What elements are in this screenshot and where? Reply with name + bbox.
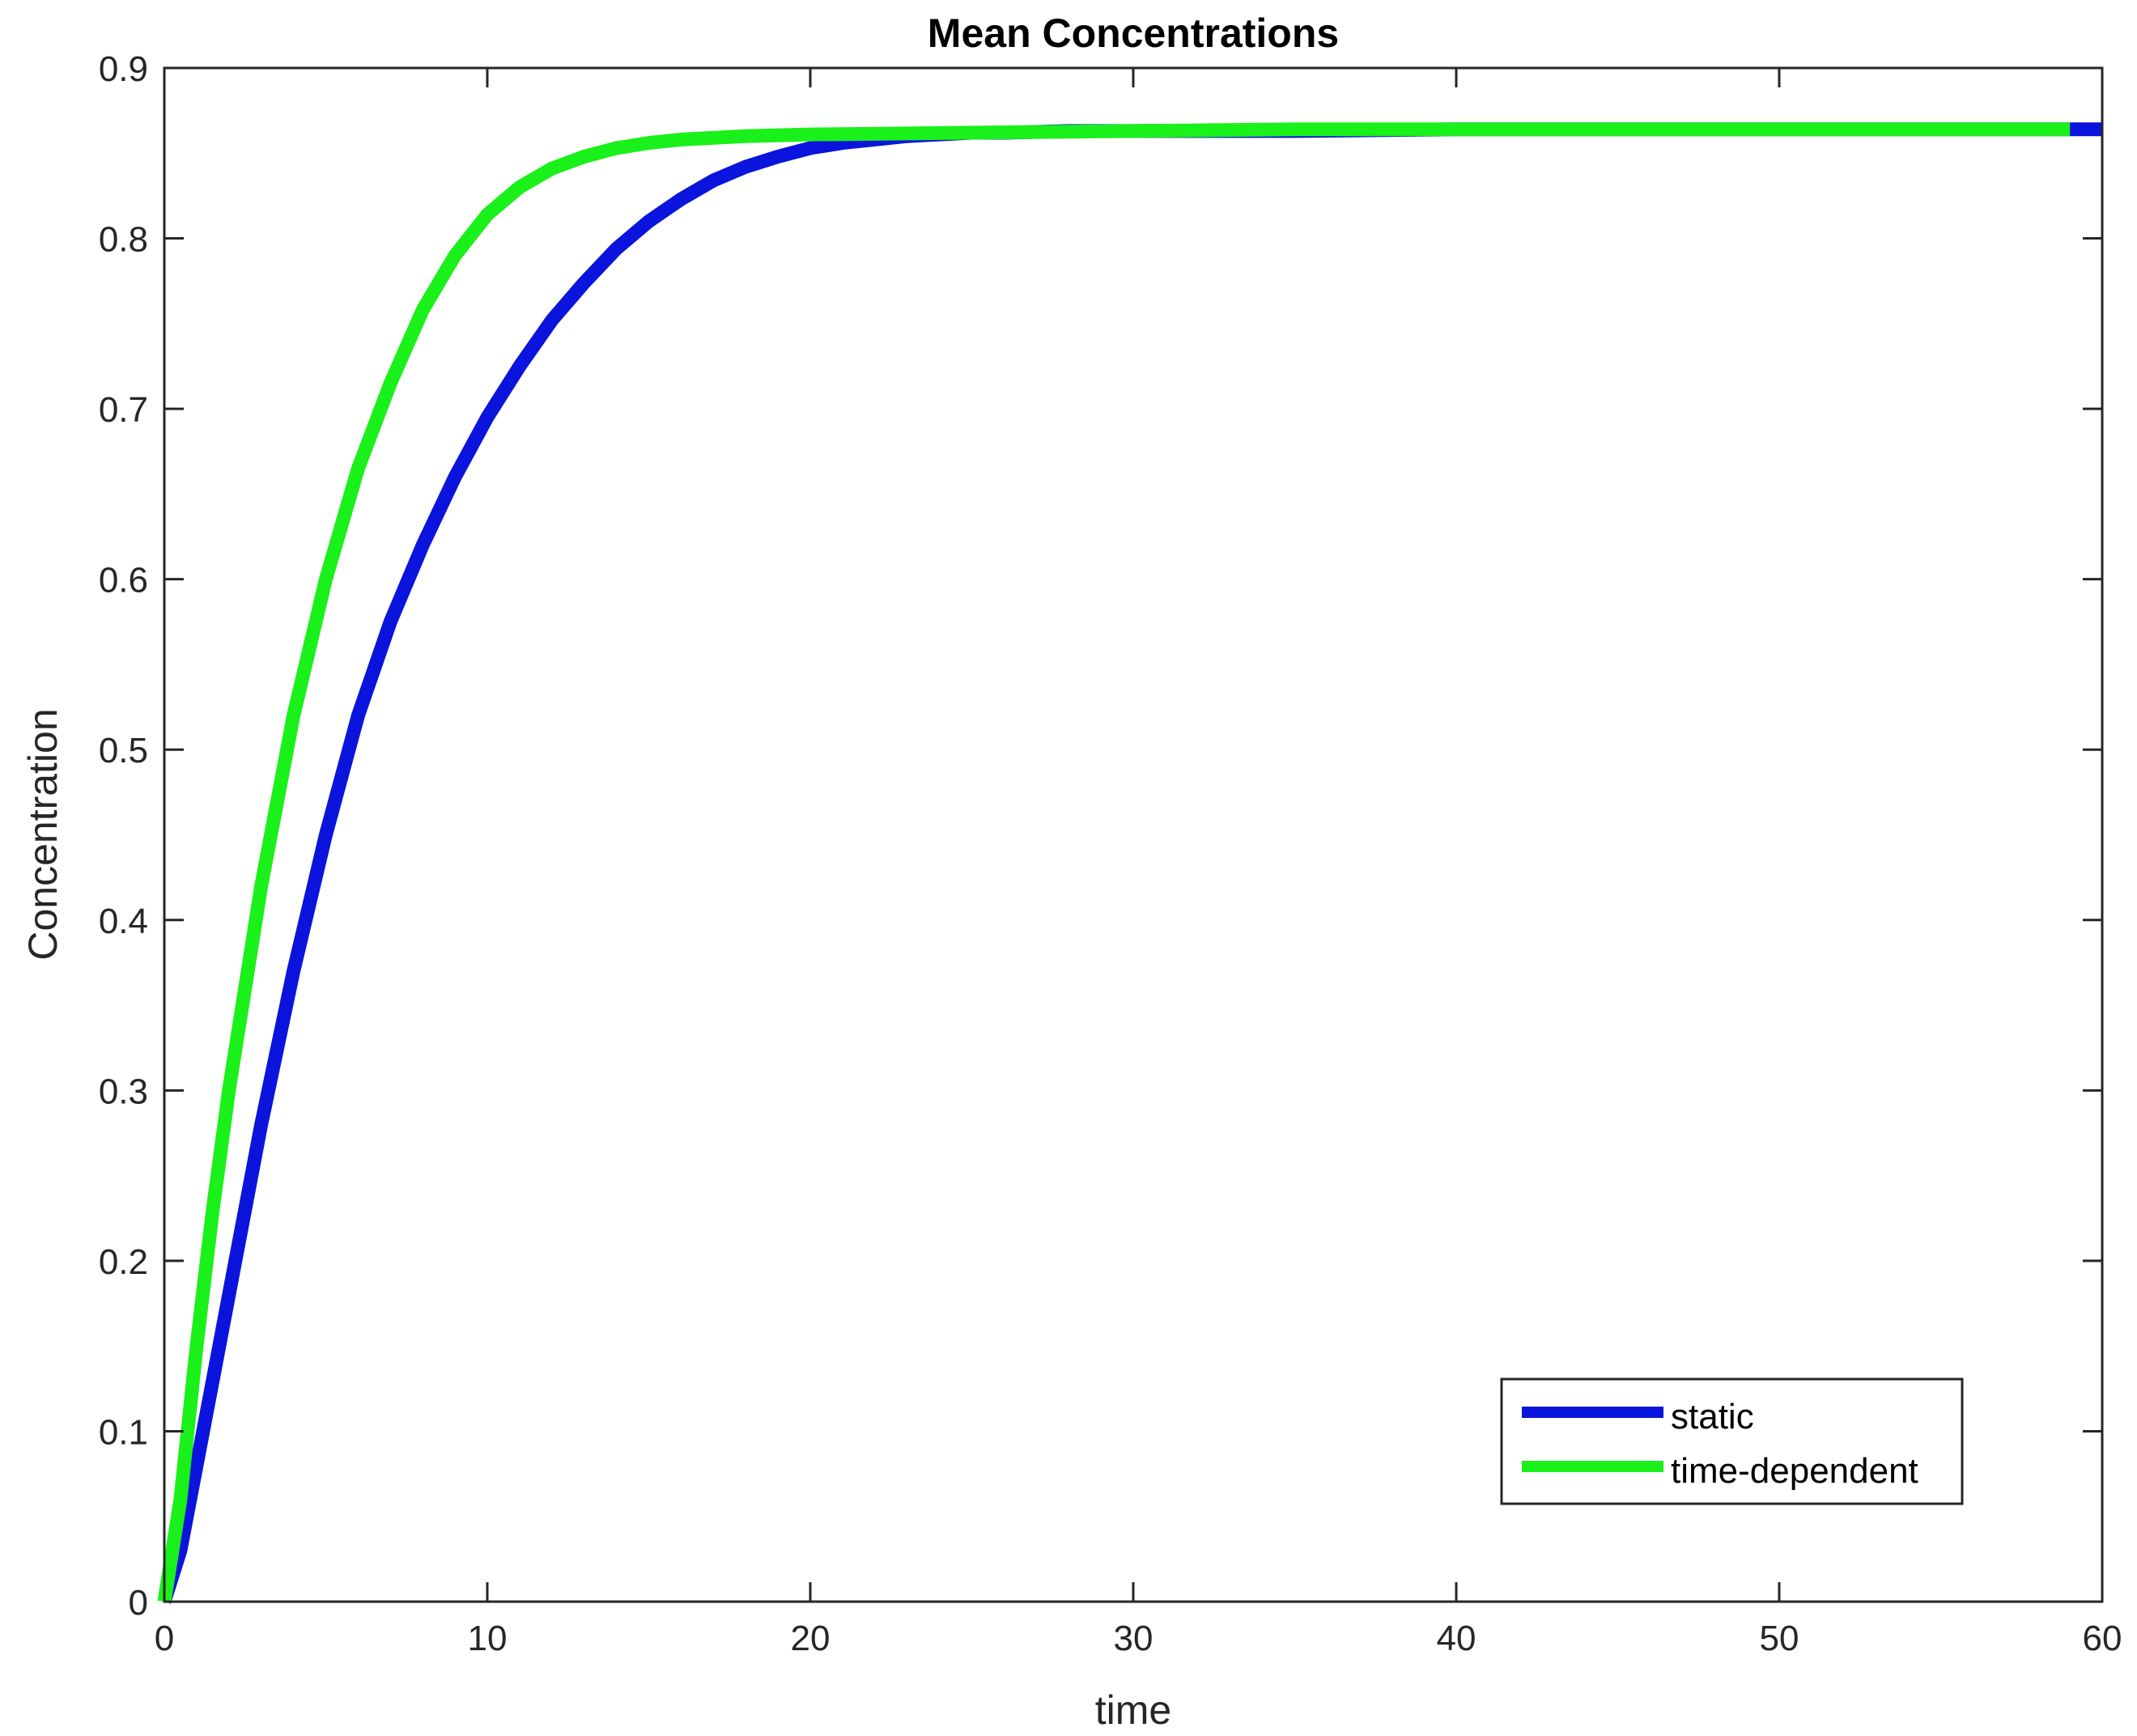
x-tick-label: 10 [468, 1619, 508, 1658]
y-tick-label: 0 [129, 1583, 148, 1623]
y-tick-label: 0.3 [99, 1072, 148, 1111]
chart-title: Mean Concentrations [928, 11, 1339, 56]
x-tick-label: 30 [1114, 1619, 1153, 1658]
y-tick-label: 0.6 [99, 561, 148, 601]
y-tick-label: 0.9 [99, 49, 148, 89]
x-tick-label: 40 [1437, 1619, 1476, 1658]
y-tick-label: 0.1 [99, 1412, 148, 1452]
x-axis-label: time [1095, 1687, 1171, 1733]
y-tick-label: 0.8 [99, 220, 148, 260]
series-line-time-dependent [157, 122, 2071, 1603]
legend-box [1500, 1377, 1964, 1505]
x-tick-label: 50 [1760, 1619, 1799, 1658]
plot-area-frame [163, 66, 2104, 1603]
legend-label-static: static [1671, 1397, 1754, 1437]
legend: static time-dependent [1500, 1377, 1964, 1505]
y-tick-label: 0.2 [99, 1242, 148, 1282]
y-tick-label: 0.5 [99, 731, 148, 770]
x-tick-label: 60 [2083, 1619, 2122, 1658]
x-tick-label: 0 [155, 1619, 174, 1658]
y-axis-label: Concentration [20, 708, 66, 960]
legend-label-time-dependent: time-dependent [1671, 1451, 1918, 1491]
x-axis-ticks: 0 10 20 30 40 50 60 [155, 68, 2122, 1658]
x-tick-label: 20 [791, 1619, 831, 1658]
y-tick-label: 0.7 [99, 390, 148, 430]
y-axis-ticks: 0 0.1 0.2 0.3 0.4 0.5 0.6 0.7 0.8 0.9 [99, 49, 2102, 1623]
plot-lines [157, 122, 2102, 1604]
y-tick-label: 0.4 [99, 902, 148, 941]
